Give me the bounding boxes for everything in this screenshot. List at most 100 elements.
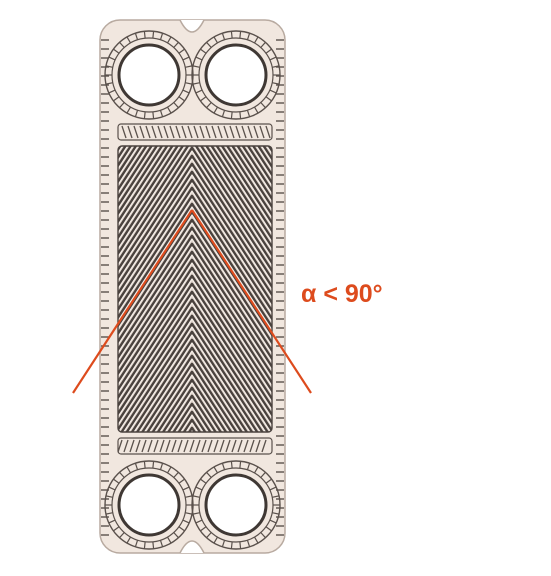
chevron-ridge: [118, 378, 272, 432]
chevron-ridge: [118, 258, 272, 432]
port-bottom-left: [104, 460, 194, 550]
chevron-highlight: [118, 382, 272, 432]
gasket-tick: [119, 102, 125, 109]
gasket-tick: [272, 65, 280, 68]
chevron-highlight: [118, 310, 272, 432]
angle-label: α < 90°: [301, 280, 383, 308]
chevron-highlight: [118, 350, 272, 432]
chevron-highlight: [118, 326, 272, 432]
gasket-tick: [159, 462, 164, 470]
gasket-tick: [108, 519, 116, 524]
distribution-rib: [129, 439, 135, 453]
chevron-highlight: [118, 190, 272, 432]
chevron-ridge: [118, 314, 272, 432]
gasket-tick: [200, 478, 207, 484]
distribution-rib: [189, 439, 195, 453]
chevron-highlight: [118, 358, 272, 432]
chevron-ridge: [118, 274, 272, 432]
gasket-tick: [269, 89, 277, 94]
gasket-tick: [182, 56, 190, 61]
chevron-ridge: [118, 290, 272, 432]
gasket-tick: [185, 82, 193, 85]
distribution-rib: [183, 439, 189, 453]
distribution-rib: [249, 439, 255, 453]
chevron-highlight: [118, 366, 272, 432]
gasket-tick: [185, 512, 193, 515]
gasket-tick: [143, 31, 146, 39]
chevron-highlight: [118, 270, 272, 432]
distribution-rib: [159, 439, 165, 453]
distribution-rib: [219, 439, 225, 453]
gasket-tick: [195, 89, 203, 94]
gasket-tick: [213, 36, 219, 44]
gasket-tick: [253, 36, 259, 44]
gasket-tick: [119, 41, 125, 48]
gasket-tick: [272, 82, 280, 85]
chevron-ridge: [118, 410, 272, 432]
distribution-frame: [117, 437, 273, 455]
gasket-tick: [221, 462, 226, 470]
distribution-rib: [229, 125, 235, 139]
chevron-highlight: [118, 318, 272, 432]
gasket-tick: [213, 466, 219, 474]
distribution-rib: [153, 439, 159, 453]
gasket-tick: [182, 519, 190, 524]
chevron-ridge: [118, 178, 272, 432]
gasket-tick: [265, 48, 272, 54]
gasket-tick: [126, 106, 132, 114]
distribution-rib: [181, 125, 187, 139]
chevron-ridge: [118, 354, 272, 432]
gasket-tick: [206, 532, 212, 539]
gasket-tick: [265, 478, 272, 484]
ports: [104, 30, 281, 550]
distribution-area-top: [117, 123, 273, 141]
chevron-ridge: [118, 322, 272, 432]
chevron-ridge: [118, 394, 272, 432]
chevron-highlight: [118, 206, 272, 432]
chevron-ridge: [118, 218, 272, 432]
chevron-pattern: [117, 145, 273, 433]
distribution-rib: [193, 125, 199, 139]
chevron-ridge: [118, 170, 272, 432]
gasket-tick: [134, 462, 139, 470]
gasket-tick: [239, 541, 242, 549]
gasket-tick: [206, 102, 212, 109]
angle-indicator: [72, 209, 312, 394]
chevron-ridge: [118, 362, 272, 432]
gasket-tick: [206, 41, 212, 48]
gasket-tick: [105, 65, 113, 68]
gasket-tick: [230, 541, 233, 549]
distribution-rib: [201, 439, 207, 453]
chevron-highlight: [118, 406, 272, 432]
distribution-rib: [231, 439, 237, 453]
chevron-highlight: [118, 254, 272, 432]
chevron-ridge: [118, 402, 272, 432]
distribution-rib: [169, 125, 175, 139]
gasket-tick: [126, 536, 132, 544]
gasket-tick: [272, 512, 280, 515]
distribution-rib: [127, 125, 133, 139]
gasket-tick: [265, 96, 272, 102]
chevron-highlight: [118, 398, 272, 432]
gasket-tick: [108, 89, 116, 94]
gasket-tick: [253, 106, 259, 114]
gasket-tick: [143, 461, 146, 469]
chevron-highlight: [118, 198, 272, 432]
gasket-tick: [108, 486, 116, 491]
gasket-tick: [134, 32, 139, 40]
gasket-tick: [173, 102, 179, 109]
chevron-highlight: [118, 278, 272, 432]
gasket-tick: [173, 532, 179, 539]
chevron-highlight: [118, 302, 272, 432]
distribution-rib: [151, 125, 157, 139]
chevron-ridge: [118, 346, 272, 432]
distribution-rib: [253, 125, 259, 139]
distribution-rib: [175, 125, 181, 139]
distribution-rib: [123, 439, 129, 453]
gasket-tick: [246, 462, 251, 470]
gasket-tick: [108, 56, 116, 61]
distribution-rib: [171, 439, 177, 453]
distribution-rib: [133, 125, 139, 139]
chevron-ridge: [118, 226, 272, 432]
